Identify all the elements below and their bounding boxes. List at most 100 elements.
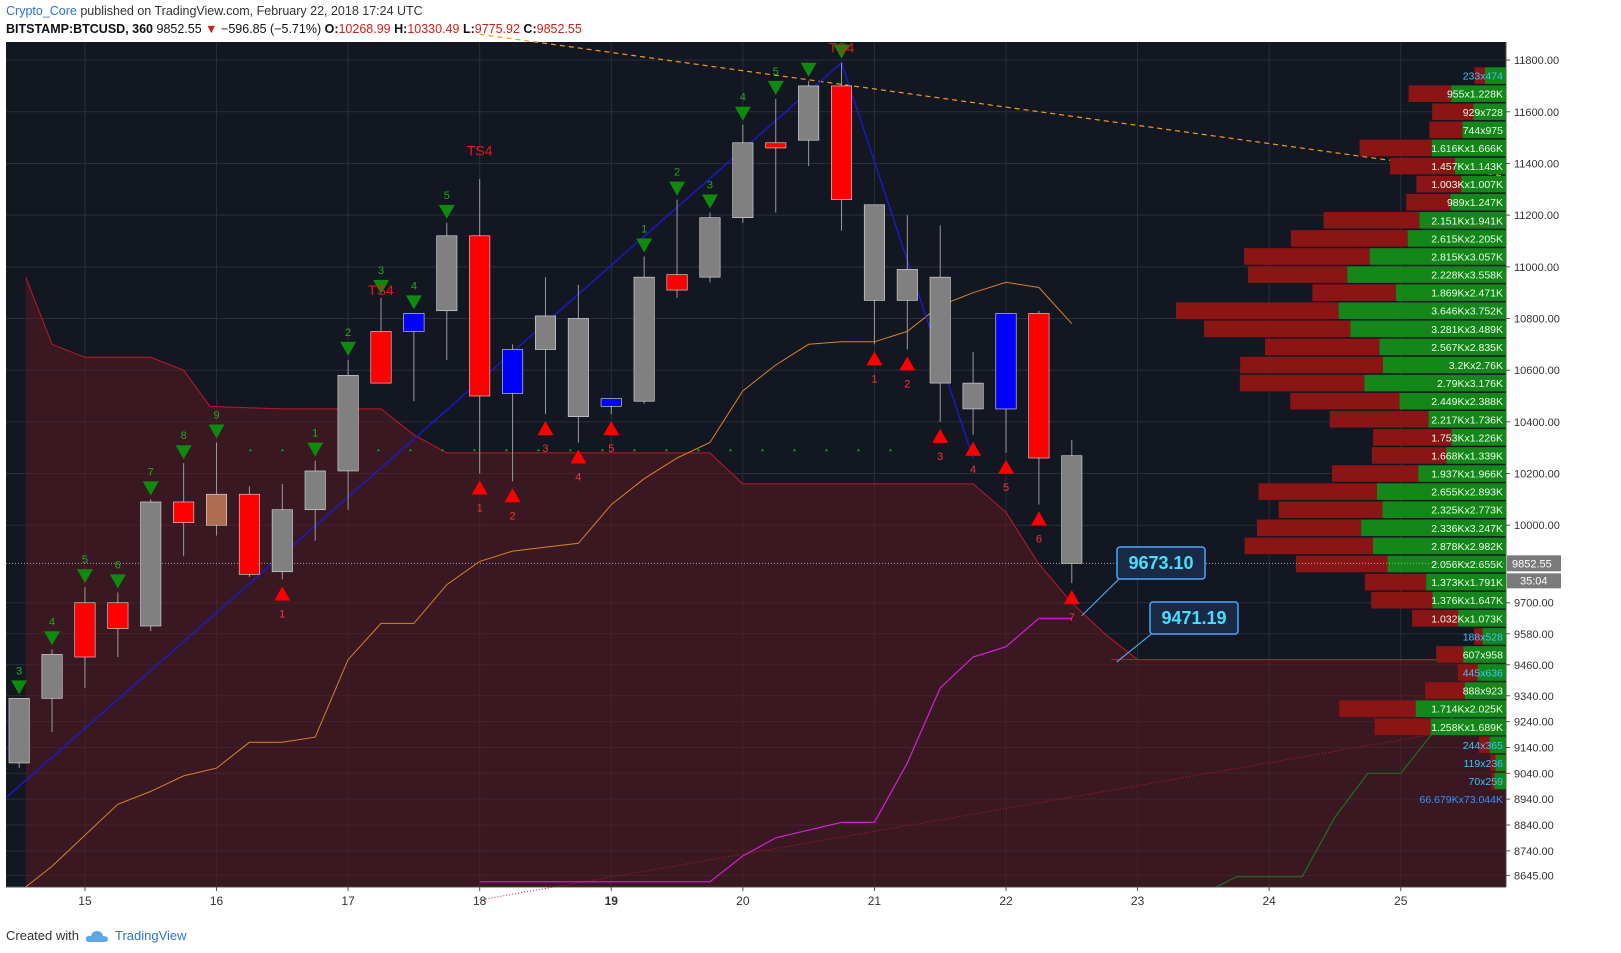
candle-body [304, 470, 326, 511]
sell-count-label: 2 [510, 510, 516, 522]
buy-count-label: 1 [641, 223, 647, 235]
candle-body [370, 331, 392, 384]
candle-body [8, 698, 30, 764]
candle-body [863, 204, 885, 301]
ohlc-legend: BITSTAMP:BTCUSD, 360 9852.55 ▼ −596.85 (… [6, 22, 582, 36]
buy-marker-triangle [208, 424, 225, 439]
candle-body [567, 318, 589, 417]
volume-label: 888x923 [1463, 686, 1503, 698]
buy-marker-triangle [636, 238, 653, 253]
sell-count-label: 5 [608, 443, 614, 455]
price-tick-label: 10000.00 [1514, 520, 1560, 532]
volume-bar-sell [1312, 284, 1396, 301]
volume-bar-buy [1482, 628, 1506, 645]
buy-marker-triangle [11, 680, 28, 695]
candle-body [534, 315, 556, 350]
candle-body [436, 235, 458, 312]
candle-body [271, 509, 293, 573]
volume-bar-sell [1490, 754, 1496, 772]
sell-marker-triangle [1063, 590, 1080, 605]
buy-marker-triangle [307, 442, 324, 457]
buy-count-label: 5 [82, 554, 88, 566]
countdown-badge [1507, 573, 1561, 589]
buy-marker-triangle [669, 181, 686, 196]
sell-count-label: 1 [477, 503, 483, 515]
last-price: 9852.55 [156, 22, 202, 36]
candle-body [469, 235, 491, 397]
volume-bar-sell [1240, 356, 1383, 374]
volume-label: 2.449Kx2.388K [1431, 396, 1503, 408]
volume-bar-sell [1425, 682, 1465, 699]
candle-body [206, 493, 228, 526]
author-link[interactable]: Crypto_Core [6, 4, 77, 18]
sell-marker-triangle [899, 356, 916, 371]
buy-marker-triangle [76, 569, 93, 584]
volume-bar-buy [1415, 700, 1506, 717]
candle-body [765, 142, 787, 149]
candle-body [831, 85, 853, 200]
volume-label: 955x1.228K [1447, 89, 1503, 101]
candles [8, 62, 1083, 769]
orange-indicator-line [25, 281, 1073, 888]
buy-marker-triangle [373, 279, 389, 294]
sell-count-label: 4 [970, 464, 976, 476]
buy-count-label: 7 [148, 466, 154, 478]
volume-bar-buy [1426, 573, 1506, 591]
tradingview-link[interactable]: TradingView [114, 928, 187, 943]
volume-bar-buy [1494, 772, 1506, 790]
price-tick-label: 10600.00 [1514, 365, 1560, 377]
volume-bar-buy [1418, 465, 1506, 482]
buy-marker-triangle [175, 445, 192, 460]
price-chart[interactable]: 233x474 955x1.228K 929x728 744x975 1.616Kx1.… [0, 0, 1621, 925]
volume-label: 2.567Kx2.835K [1431, 342, 1503, 354]
magenta-indicator-line [479, 617, 1072, 883]
time-tick-label: 23 [1131, 894, 1145, 908]
time-tick-label: 18 [473, 894, 487, 908]
price-tick-label: 9580.00 [1514, 629, 1554, 641]
buy-marker-triangle [405, 295, 422, 310]
volume-label: 1.668Kx1.339K [1431, 450, 1503, 462]
volume-bar-sell [1478, 736, 1490, 754]
candle-body [699, 217, 721, 278]
time-tick-label: 20 [736, 894, 750, 908]
volume-bar-sell [1295, 555, 1388, 573]
green-indicator-line [1216, 705, 1467, 888]
volume-label: 233x474 [1463, 71, 1503, 83]
volume-bar-sell [1323, 212, 1420, 229]
volume-bar-buy [1428, 410, 1506, 428]
volume-label: 2.151Kx1.941K [1431, 215, 1503, 227]
close-value: 9852.55 [536, 22, 582, 36]
volume-bar-buy [1431, 139, 1506, 157]
created-with-text: Created with [6, 928, 79, 943]
volume-label: 2.056Kx2.655K [1431, 559, 1503, 571]
volume-label: 1.937Kx1.966K [1431, 469, 1503, 481]
candle-body [74, 602, 96, 658]
volume-label: 744x975 [1463, 125, 1503, 137]
buy-count-label: 4 [740, 92, 746, 104]
volume-bar-buy [1379, 338, 1506, 356]
volume-label: 1.457Kx1.143K [1431, 161, 1503, 173]
volume-label: 607x958 [1463, 649, 1503, 661]
volume-bar-sell [1406, 193, 1451, 211]
volume-bar-sell [1408, 85, 1452, 102]
volume-bar-sell [1432, 103, 1474, 121]
volume-bar-sell [1491, 772, 1495, 790]
volume-label: 1.376Kx1.647K [1431, 595, 1503, 607]
time-tick-label: 22 [999, 894, 1013, 908]
price-tick-label: 11800.00 [1514, 55, 1559, 67]
tradingview-cloud-icon [85, 930, 108, 942]
buy-marker-triangle [340, 341, 357, 356]
volume-bar-buy [1462, 121, 1506, 139]
volume-label: 1.753Kx1.226K [1431, 432, 1503, 444]
volume-bar-sell [1364, 573, 1427, 591]
volume-bar-sell [1290, 392, 1400, 410]
buy-marker-triangle [767, 80, 784, 95]
volume-bar-buy [1455, 157, 1506, 175]
low-label: L: [462, 22, 475, 36]
candle-body [600, 398, 622, 407]
candle-body [140, 501, 162, 627]
volume-bar-sell [1339, 700, 1416, 717]
volume-bar-buy [1338, 302, 1506, 320]
price-tick-label: 8740.00 [1514, 846, 1554, 858]
low-value: 9775.92 [474, 22, 520, 36]
